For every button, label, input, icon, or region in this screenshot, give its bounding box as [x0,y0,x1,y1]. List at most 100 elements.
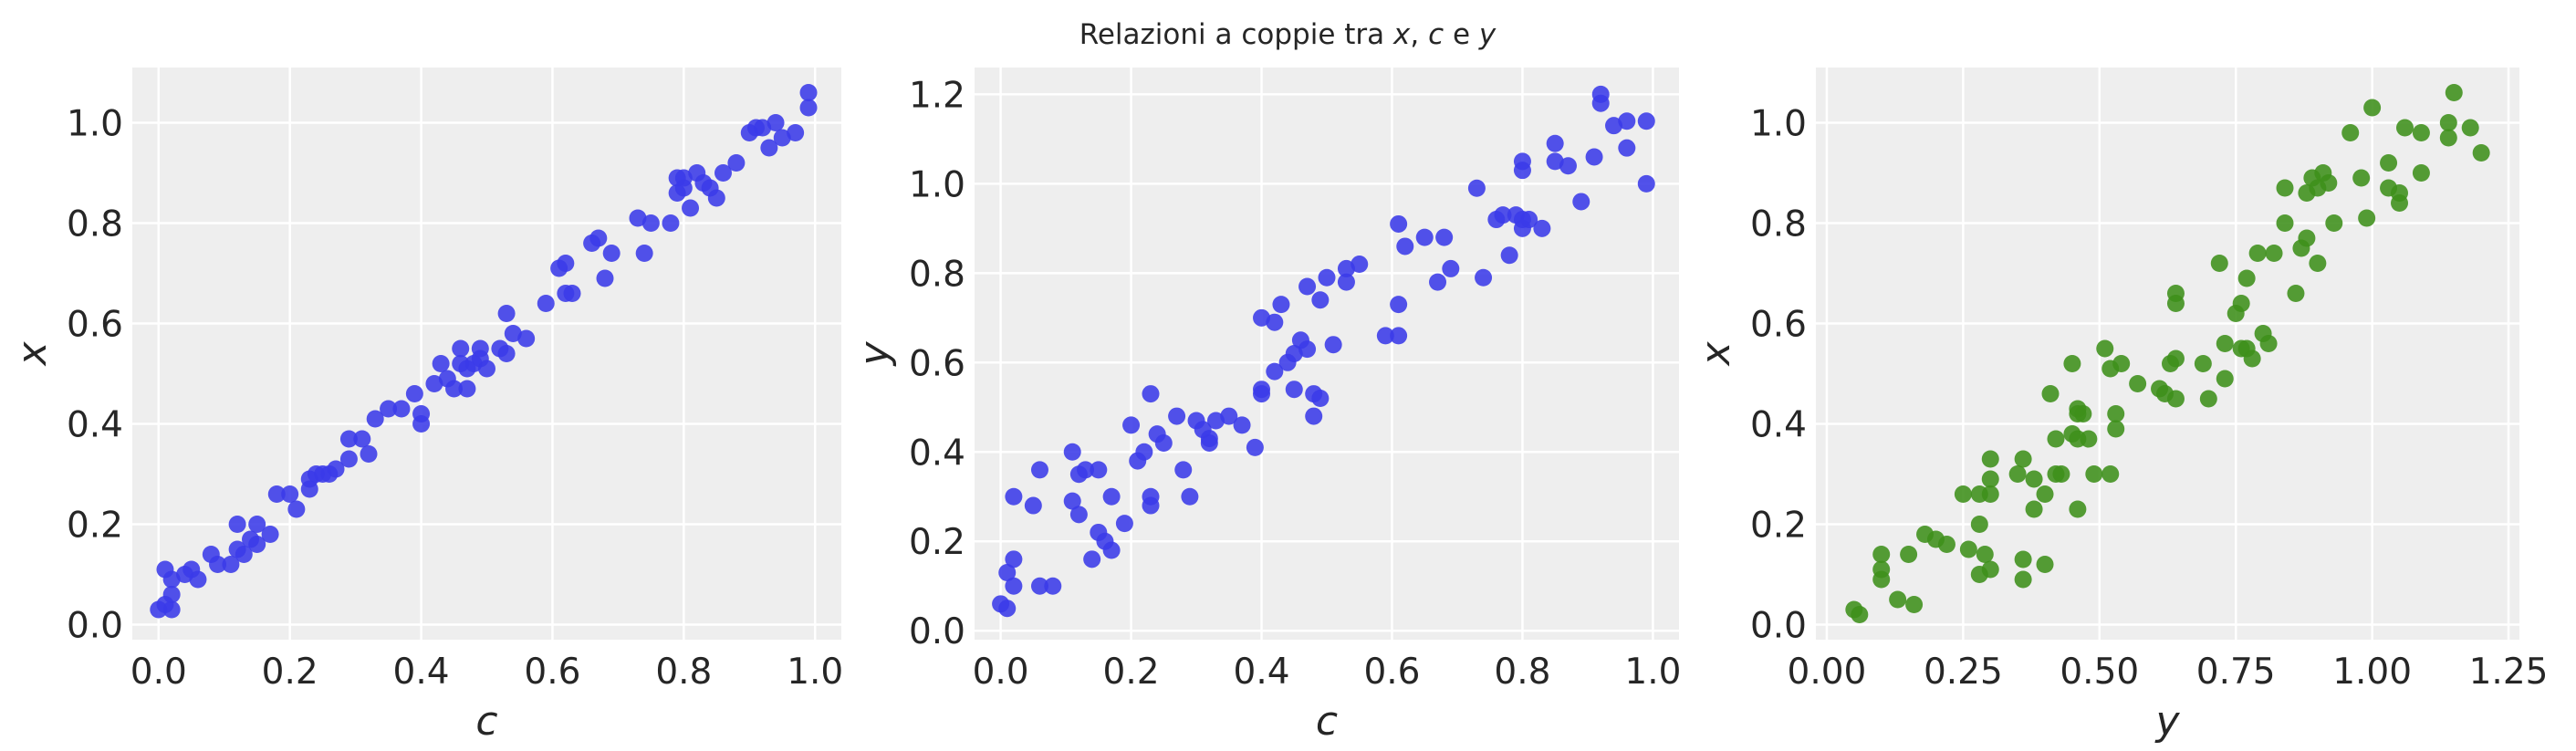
data-point [662,214,680,232]
data-point [1266,362,1284,381]
data-point [1981,470,1999,488]
data-point [2210,255,2228,272]
data-point [320,465,339,483]
data-point [799,99,818,117]
data-point [1272,296,1290,314]
title-part-1: Relazioni a coppie tra [1079,18,1393,51]
x-axis-label: y [2154,698,2180,745]
data-point [1135,443,1153,461]
data-point [2085,465,2103,483]
data-point [787,124,805,141]
data-point [2014,550,2032,568]
data-point [2069,500,2087,518]
data-point [1337,273,1355,291]
data-point [641,214,660,232]
y-tick-label: 0.6 [909,343,965,384]
data-point [2107,405,2125,422]
data-point [1572,193,1590,211]
data-point [1324,336,1342,354]
data-point [1351,256,1369,274]
data-point [1475,268,1493,287]
data-point [1063,443,1081,461]
x-tick-label: 0.2 [1103,652,1160,693]
data-point [162,600,181,619]
data-point [1500,246,1518,265]
y-tick-label: 0.4 [67,405,123,446]
data-point [1976,546,1994,563]
data-point [445,380,464,398]
data-point [1115,515,1133,533]
data-point [2265,245,2283,262]
y-axis-label: x [1693,341,1739,368]
y-tick-label: 0.8 [1750,204,1807,245]
data-point [1206,412,1225,430]
data-point [596,269,614,287]
data-point [1005,577,1023,595]
x-tick-label: 0.0 [130,652,187,693]
y-axis-label: x [9,341,56,368]
data-point [1415,228,1434,246]
title-part-2: , [1410,18,1428,51]
data-point [1900,546,1918,563]
data-point [2412,124,2430,141]
data-point [2232,295,2250,312]
data-point [1390,296,1408,314]
data-point [1442,259,1460,277]
data-point [2248,245,2267,262]
data-point [1154,433,1173,452]
x-tick-label: 0.75 [2196,652,2276,693]
x-tick-label: 0.0 [973,652,1029,693]
data-point [432,355,450,372]
data-point [2101,465,2120,483]
x-tick-label: 0.4 [1234,652,1290,693]
x-tick-label: 0.6 [1363,652,1420,693]
data-point [261,526,279,543]
data-point [1005,550,1023,568]
data-point [2439,114,2457,131]
data-point [2041,385,2060,402]
data-point [2309,255,2327,272]
scatter-panel-y-vs-x: 0.00 0.25 0.50 0.75 1.00 1.25 0.0 0.2 0.4 0.6 0.8 1… [1693,68,2548,745]
data-point [754,119,772,137]
data-point [2287,285,2305,302]
data-point [1174,461,1193,479]
data-point [1044,577,1062,595]
data-point [1253,385,1271,403]
data-point [1069,506,1088,524]
y-tick-label: 0.4 [1750,405,1807,446]
data-point [517,329,536,348]
data-point [2036,556,2054,573]
data-point [1390,327,1408,345]
x-tick-label: 0.8 [655,652,712,693]
data-point [162,570,181,589]
data-point [267,485,286,503]
data-point [1889,590,1907,609]
data-point [360,445,378,463]
data-point [2358,209,2376,227]
data-point [1311,389,1330,407]
data-point [799,84,818,101]
y-tick-label: 0.0 [909,611,965,652]
data-point [727,154,746,172]
data-point [1298,340,1317,359]
data-point [1959,540,1977,558]
data-point [589,229,608,247]
y-tick-label: 0.6 [1750,305,1807,346]
data-point [1285,345,1303,362]
data-point [380,400,398,418]
data-point [1168,407,1186,425]
data-point [2166,390,2185,408]
x-tick-label: 0.6 [524,652,580,693]
scatter-panel-c-vs-x: 0.0 0.2 0.4 0.6 0.8 1.0 0.0 0.2 0.4 0.6 0.8 1.0 c x [9,68,843,745]
data-point [412,405,431,422]
data-point [2352,169,2371,187]
data-point [635,245,653,262]
data-point [2237,269,2256,287]
data-point [1102,541,1121,559]
data-point [1559,157,1577,175]
data-point [2216,335,2234,352]
data-point [1220,407,1238,425]
x-tick-label: 0.25 [1924,652,2003,693]
data-point [162,586,181,603]
data-point [458,380,476,398]
